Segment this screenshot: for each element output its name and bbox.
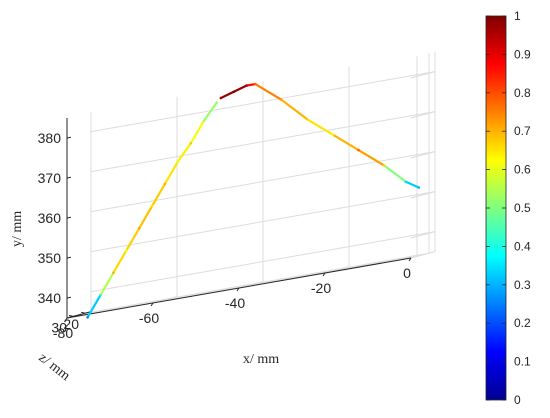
series-segment xyxy=(254,82,283,101)
grid-z-floor xyxy=(84,252,430,314)
y-tick-mark xyxy=(66,216,72,219)
x-tick-mark xyxy=(236,287,240,292)
colorbar: 0 0.1 0.2 0.3 0.4 0.5 0.6 0.7 0.8 0.9 1 xyxy=(485,9,531,407)
x-tick-label: -40 xyxy=(225,295,245,311)
data-point xyxy=(305,117,309,121)
grid-y-back xyxy=(90,231,436,293)
series-segment xyxy=(112,249,128,274)
data-point xyxy=(219,96,223,100)
data-point xyxy=(254,82,257,86)
grid-y-side xyxy=(410,111,436,119)
series-segment xyxy=(151,182,167,208)
z-axis-line xyxy=(66,311,92,319)
data-point xyxy=(331,133,335,136)
y-tick-label: 340 xyxy=(38,290,62,306)
y-tick-label: 380 xyxy=(38,130,62,146)
colorbar-tick-label: 0.4 xyxy=(514,239,531,253)
x-tick-label: 0 xyxy=(403,265,411,281)
data-point xyxy=(245,84,248,87)
z-tick-mark xyxy=(80,311,86,314)
series-segment xyxy=(86,293,102,319)
data-point xyxy=(99,293,102,297)
grid-z-floor xyxy=(72,255,418,317)
colorbar-tick-label: 0.1 xyxy=(514,355,531,369)
series-segment xyxy=(280,98,308,121)
data-point xyxy=(189,142,193,145)
x-tick-mark xyxy=(64,317,68,322)
series-segment xyxy=(383,164,407,183)
colorbar-tick-label: 0 xyxy=(514,393,521,407)
x-tick-label: -20 xyxy=(311,280,331,296)
series-segment xyxy=(219,90,235,100)
series-segment xyxy=(125,227,141,252)
y-tick-mark xyxy=(66,136,72,139)
data-point xyxy=(279,98,283,101)
data-point xyxy=(163,182,167,186)
y-tick-label: 360 xyxy=(38,210,62,226)
series-segment xyxy=(189,119,205,145)
z-axis-label: z/ mm xyxy=(36,350,73,384)
z-tick-label: 30 xyxy=(51,319,67,335)
x-tick-label: -60 xyxy=(139,310,159,326)
x-tick-mark xyxy=(150,302,154,307)
series-segment xyxy=(232,84,248,93)
data-series xyxy=(86,82,421,319)
data-point xyxy=(150,204,154,208)
colorbar-tick-label: 0.3 xyxy=(514,278,531,292)
y-tick-mark xyxy=(66,176,72,179)
data-point xyxy=(176,160,180,163)
series-segment xyxy=(99,271,115,297)
data-point xyxy=(125,249,128,252)
colorbar-tick-label: 0.2 xyxy=(514,316,531,330)
z-tick-label: 20 xyxy=(63,316,79,332)
colorbar-tick-label: 0.9 xyxy=(514,47,531,61)
colorbar-ticks: 0 0.1 0.2 0.3 0.4 0.5 0.6 0.7 0.8 0.9 1 xyxy=(486,9,531,407)
colorbar-tick-label: 0.7 xyxy=(514,124,531,138)
colorbar-tick-label: 0.6 xyxy=(514,163,531,177)
grid-y-side xyxy=(410,151,436,159)
series-segment xyxy=(176,142,192,163)
grid-y-side xyxy=(410,231,436,239)
colorbar-tick-label: 1 xyxy=(514,9,521,23)
grid-y-back xyxy=(90,191,436,253)
x-axis-label: x/ mm xyxy=(243,352,279,367)
data-point xyxy=(112,271,115,275)
data-point xyxy=(417,186,421,189)
grid-y-back xyxy=(90,71,436,133)
series-segment xyxy=(331,133,360,152)
x-tick-mark xyxy=(408,257,412,262)
series-segment xyxy=(305,117,334,136)
series-segment xyxy=(202,101,218,123)
grid-y-side xyxy=(410,71,436,79)
series-segment xyxy=(138,204,154,230)
z-tick-mark xyxy=(68,314,74,317)
grid-y-back xyxy=(90,111,436,173)
data-point xyxy=(404,180,408,184)
data-point xyxy=(215,101,218,105)
colorbar-tick-label: 0.5 xyxy=(514,201,531,215)
data-point xyxy=(232,90,236,94)
data-point xyxy=(202,119,205,123)
colorbar-tick-label: 0.8 xyxy=(514,86,531,100)
grid-lines xyxy=(66,51,436,319)
series-segment xyxy=(163,160,179,185)
data-point xyxy=(137,227,141,230)
grid-y-side xyxy=(410,191,436,199)
series-segment xyxy=(245,82,257,87)
y-tick-label: 370 xyxy=(38,170,62,186)
y-tick-mark xyxy=(66,296,72,299)
series-segment xyxy=(357,148,386,167)
y-tick-mark xyxy=(66,256,72,259)
data-point xyxy=(383,164,386,167)
y-tick-label: 350 xyxy=(38,250,62,266)
y-axis-label: y/ mm xyxy=(10,211,25,247)
x-tick-mark xyxy=(322,272,326,277)
data-point xyxy=(357,148,360,152)
data-point xyxy=(86,316,89,319)
x-tick-label: -80 xyxy=(53,325,73,341)
series-segment xyxy=(404,180,420,189)
